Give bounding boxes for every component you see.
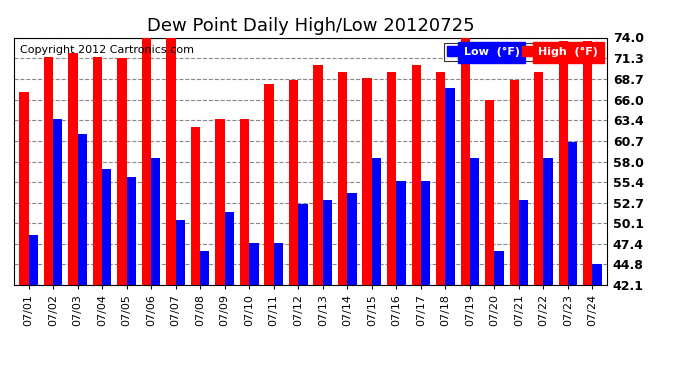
Bar <box>347 193 357 285</box>
Bar <box>460 34 470 285</box>
Bar <box>77 135 87 285</box>
Bar <box>387 72 396 285</box>
Bar <box>568 142 578 285</box>
Bar <box>249 243 259 285</box>
Bar <box>215 119 225 285</box>
Bar <box>485 100 495 285</box>
Bar <box>151 158 161 285</box>
Title: Dew Point Daily High/Low 20120725: Dew Point Daily High/Low 20120725 <box>147 16 474 34</box>
Bar <box>176 220 185 285</box>
Bar <box>436 72 445 285</box>
Bar <box>240 119 249 285</box>
Bar <box>274 243 283 285</box>
Bar <box>289 80 298 285</box>
Bar <box>142 34 151 285</box>
Bar <box>102 170 111 285</box>
Bar <box>519 200 529 285</box>
Bar <box>470 158 479 285</box>
Bar <box>264 84 274 285</box>
Bar <box>544 158 553 285</box>
Bar <box>593 264 602 285</box>
Bar <box>43 57 53 285</box>
Bar <box>323 200 332 285</box>
Bar <box>362 78 372 285</box>
Bar <box>445 88 455 285</box>
Bar <box>28 236 38 285</box>
Bar <box>53 119 62 285</box>
Bar <box>68 53 77 285</box>
Bar <box>421 181 430 285</box>
Bar <box>583 41 593 285</box>
Bar <box>559 41 568 285</box>
Bar <box>191 127 200 285</box>
Bar <box>126 177 136 285</box>
Bar <box>510 80 519 285</box>
Legend: Low  (°F), High  (°F): Low (°F), High (°F) <box>444 43 602 60</box>
Bar <box>411 64 421 285</box>
Bar <box>396 181 406 285</box>
Bar <box>117 58 126 285</box>
Bar <box>200 251 210 285</box>
Bar <box>166 34 176 285</box>
Bar <box>19 92 28 285</box>
Bar <box>372 158 381 285</box>
Bar <box>338 72 347 285</box>
Text: Copyright 2012 Cartronics.com: Copyright 2012 Cartronics.com <box>20 45 194 55</box>
Bar <box>298 204 308 285</box>
Bar <box>495 251 504 285</box>
Bar <box>313 64 323 285</box>
Bar <box>534 72 544 285</box>
Bar <box>225 212 234 285</box>
Bar <box>92 57 102 285</box>
